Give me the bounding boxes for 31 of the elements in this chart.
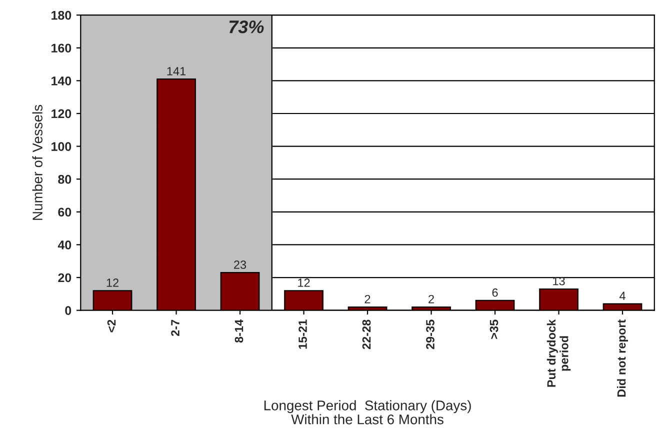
y-tick-label: 0 [65,306,72,315]
x-tick-label: 8-14 [234,319,244,343]
x-tick-label: >35 [490,320,498,339]
band-label: 73% [229,20,264,34]
y-tick-label: 20 [58,273,72,282]
y-tick-label: 80 [58,174,72,184]
x-axis-title: Longest Period Stationary (Days) Within the Last 6 Months [264,400,471,424]
y-axis-title: Number of Vessels [32,104,42,220]
y-tick-label: 60 [58,208,72,217]
y-tick-label: 40 [58,240,72,250]
data-label: 4 [620,292,626,300]
data-label: 6 [492,288,498,297]
data-label: 13 [553,276,565,286]
x-tick-label: 2-7 [171,320,180,336]
x-tick-label: 15-21 [298,320,307,349]
data-label: 141 [167,67,186,76]
x-tick-label: Put drydock period [546,319,571,387]
y-tick-label: 120 [52,109,72,118]
data-label: 2 [428,294,434,304]
y-tick-label: 160 [52,44,72,53]
x-tick-label: Did not report [617,319,628,397]
x-tick-label: <2 [107,320,116,332]
data-label: 2 [364,294,370,304]
data-label: 23 [234,260,246,269]
x-tick-label: 22-28 [362,320,371,350]
data-label: 12 [298,278,310,287]
y-tick-label: 100 [52,142,72,151]
x-tick-label: 29-35 [426,320,434,350]
y-tick-label: 140 [52,76,72,86]
y-tick-label: 180 [52,10,72,20]
data-label: 12 [106,278,118,287]
